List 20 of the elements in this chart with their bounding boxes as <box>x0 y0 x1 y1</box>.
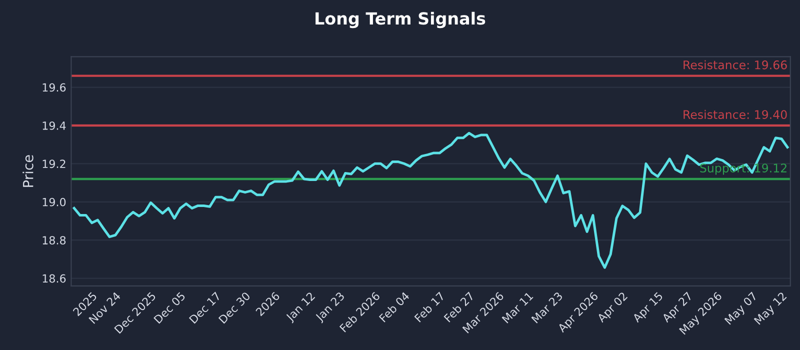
y-tick-label: 19.0 <box>42 198 66 206</box>
x-tick-label: Apr 15 <box>632 292 665 324</box>
y-tick-label: 19.2 <box>42 160 66 168</box>
y-tick-label: 18.8 <box>42 236 66 244</box>
ref-line-label: Resistance: 19.40 <box>684 110 787 120</box>
y-tick-label: 19.6 <box>42 83 66 92</box>
y-axis-title: Price <box>22 155 34 187</box>
x-tick-label: Jan 23 <box>314 292 346 324</box>
x-tick-label: Feb 17 <box>414 291 446 323</box>
ref-line-label: Resistance: 19.66 <box>684 60 787 70</box>
line-series <box>72 132 789 269</box>
x-tick-label: Feb 04 <box>378 291 410 323</box>
chart-title: Long Term Signals <box>316 12 486 28</box>
x-tick-label: Mar 23 <box>531 292 563 324</box>
y-tick-label: 19.4 <box>42 121 66 130</box>
x-tick-label: Jan 12 <box>285 292 317 324</box>
y-tick-label: 18.6 <box>42 274 66 283</box>
x-tick-label: Apr 02 <box>596 292 630 324</box>
x-tick-label: Dec 30 <box>218 291 251 324</box>
ref-line-label: Support: 19.12 <box>700 164 786 175</box>
